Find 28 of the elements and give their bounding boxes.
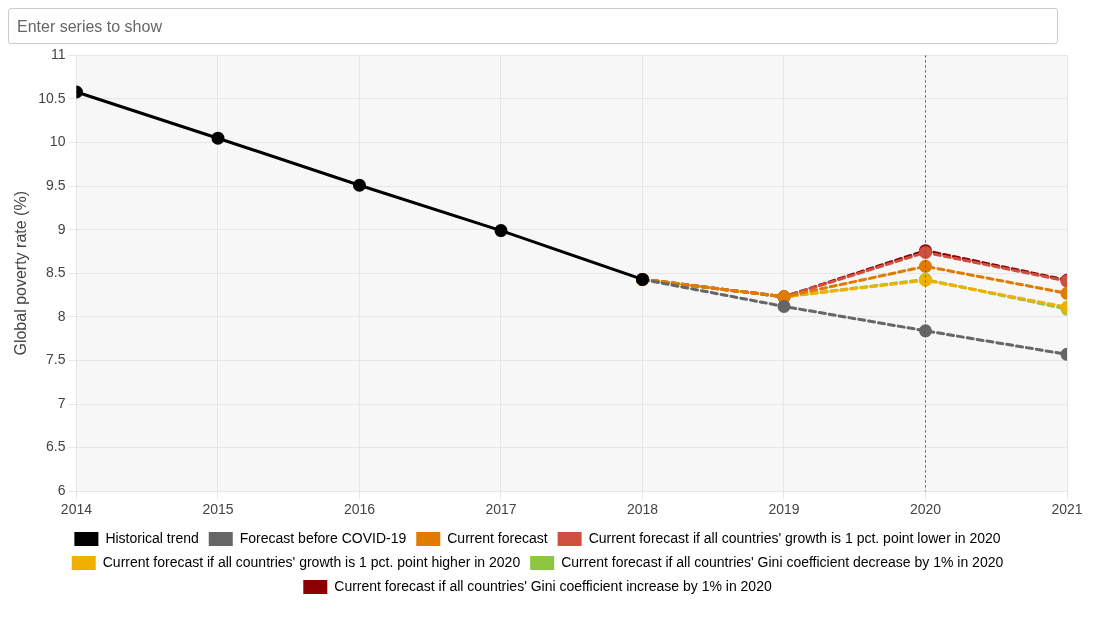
y-axis-title: Global poverty rate (%) (12, 191, 30, 356)
y-tick-label: 8.5 (45, 264, 66, 281)
y-tick-label: 10.5 (38, 89, 66, 106)
x-tick-label: 2017 (485, 501, 517, 518)
y-tick-label: 11 (50, 46, 66, 63)
y-tick-label: 9.5 (45, 177, 66, 193)
y-tick-label: 7 (57, 394, 66, 411)
x-tick-label: 2019 (768, 501, 800, 518)
y-tick-label: 6 (57, 482, 66, 499)
x-tick-label: 2016 (343, 501, 376, 518)
x-tick-label: 2020 (909, 501, 942, 518)
legend-label: Current forecast if all countries' Gini coefficient decrease by 1% in 2020 (561, 553, 1004, 570)
legend-label: Current forecast (447, 529, 548, 546)
legend-label: Forecast before COVID-19 (239, 529, 407, 546)
x-tick-label: 2014 (60, 501, 93, 518)
y-tick-label: 8 (57, 307, 66, 324)
y-tick-label: 6.5 (45, 438, 66, 455)
y-tick-label: 7.5 (45, 351, 66, 368)
y-tick-label: 10 (49, 133, 66, 150)
legend-label: Historical trend (105, 529, 199, 546)
x-tick-label: 2021 (1051, 501, 1083, 518)
x-tick-label: 2015 (202, 501, 234, 518)
y-tick-label: 9 (57, 220, 66, 237)
legend-label: Current forecast if all countries' growth is 1 pct. point lower in 2020 (588, 529, 1001, 546)
x-tick-label: 2018 (626, 501, 659, 518)
search-field: Enter series to show (8, 8, 1058, 44)
legend-label: Current forecast if all countries' growth is 1 pct. point higher in 2020 (102, 553, 521, 570)
legend-label: Current forecast if all countries' Gini coefficient increase by 1% in 2020 (334, 577, 772, 594)
